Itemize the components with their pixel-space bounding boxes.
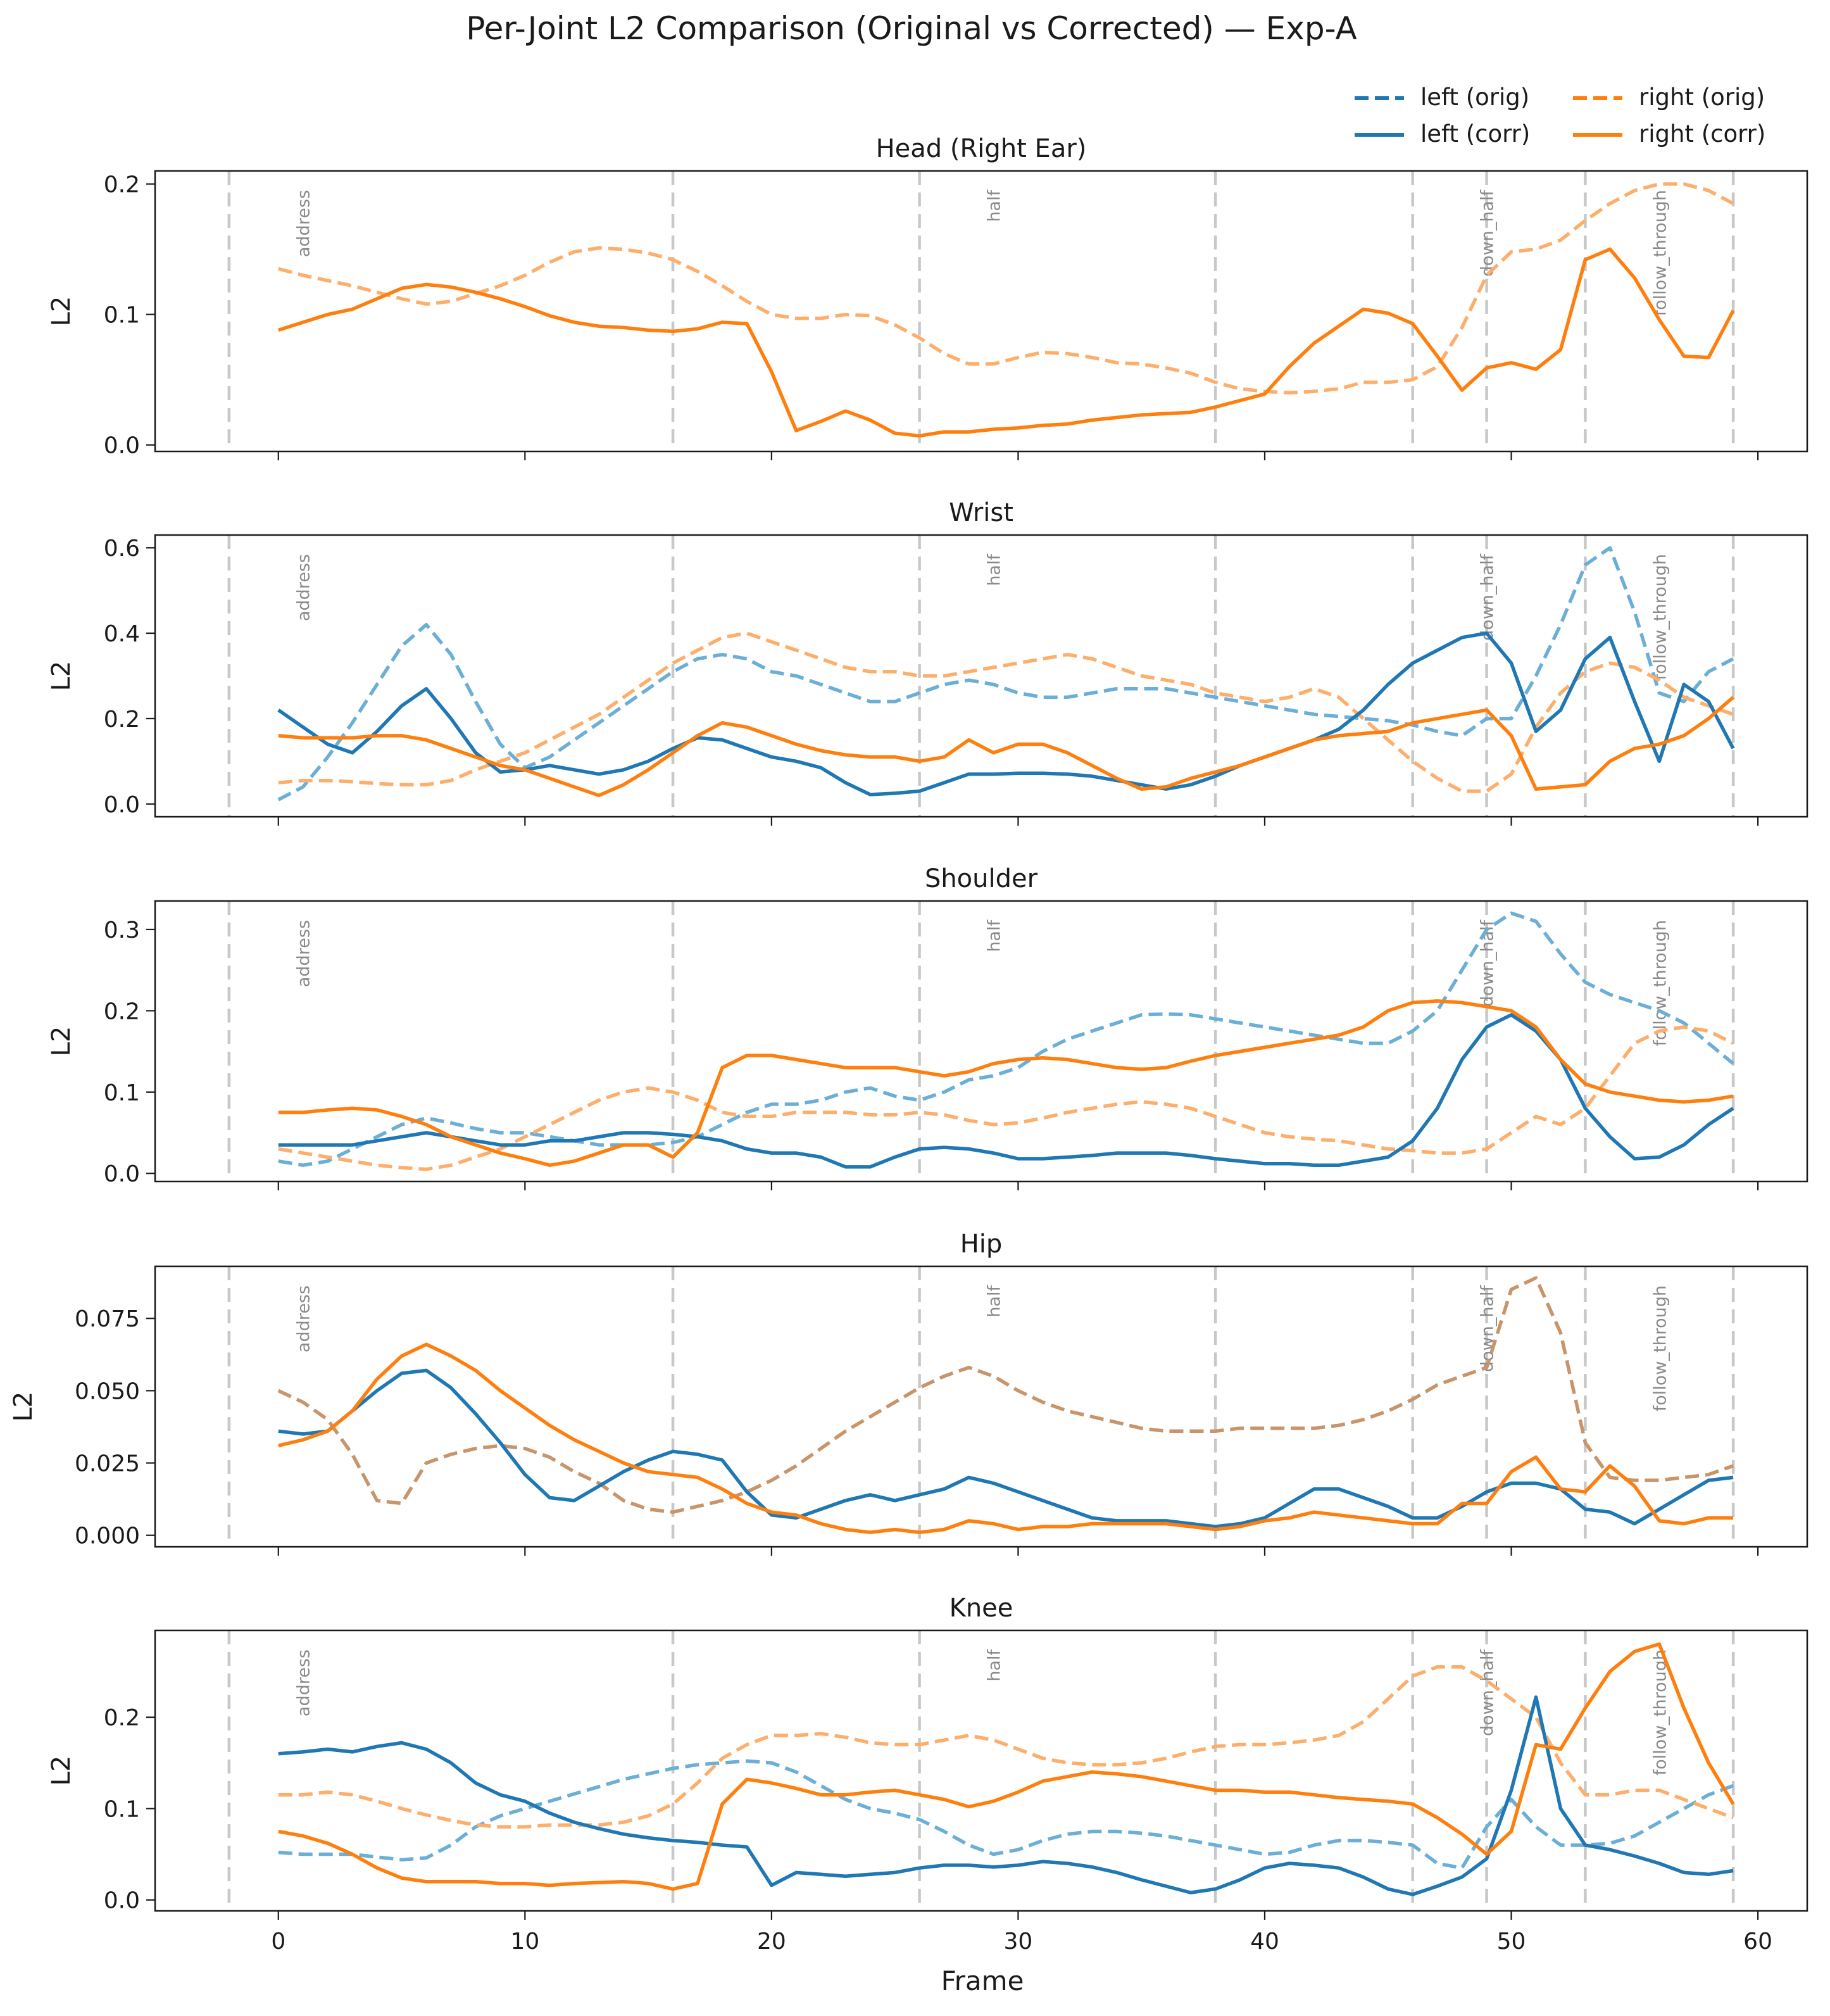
- series-line-left-orig: [278, 1759, 1734, 1870]
- series-line-left-corr: [278, 1368, 1734, 1528]
- phase-label: half: [984, 189, 1004, 222]
- series-line-right-orig: [278, 1025, 1734, 1171]
- phase-label: address: [294, 190, 314, 257]
- x-tick-label: 60: [1743, 1929, 1772, 1955]
- plot-frame: [154, 170, 1808, 453]
- series-line-left-corr: [278, 1013, 1734, 1169]
- plot-frame: [154, 1629, 1808, 1912]
- y-axis-label: L2: [47, 661, 76, 691]
- y-tick-label: 0.0: [104, 1888, 140, 1914]
- y-tick-label: 0.2: [104, 707, 140, 733]
- phase-label: half: [984, 553, 1004, 586]
- legend-label-right-corr: right (corr): [1639, 120, 1765, 148]
- y-tick-label: 0.1: [104, 1080, 140, 1106]
- series-line-right-orig: [278, 182, 1734, 395]
- x-tick-label: 30: [1004, 1929, 1033, 1955]
- y-tick-label: 0.2: [104, 172, 140, 198]
- phase-label: follow_through: [1650, 554, 1670, 680]
- legend-label-left-orig: left (orig): [1420, 84, 1529, 111]
- legend-label-right-orig: right (orig): [1639, 84, 1765, 111]
- series-line-right-orig: [278, 1665, 1734, 1829]
- x-tick-label: 40: [1250, 1929, 1279, 1955]
- phase-label: half: [984, 1649, 1004, 1682]
- x-axis-label: Frame: [941, 1965, 1024, 1996]
- y-axis-label: L2: [47, 1756, 76, 1786]
- series-line-left-corr: [278, 1695, 1734, 1896]
- plot-frame: [154, 900, 1808, 1183]
- panel-title: Shoulder: [925, 864, 1038, 893]
- phase-label: half: [984, 1285, 1004, 1318]
- x-tick-label: 0: [271, 1929, 285, 1955]
- phase-label: follow_through: [1650, 1649, 1670, 1775]
- series-line-right-orig: [278, 631, 1734, 793]
- y-tick-label: 0.0: [104, 792, 140, 818]
- y-tick-label: 0.2: [104, 999, 140, 1024]
- y-tick-label: 0.000: [75, 1523, 140, 1549]
- legend-label-left-corr: left (corr): [1420, 120, 1530, 148]
- series-line-right-corr: [277, 247, 1735, 438]
- panel-hip: Hip L2 address half down_half follow_through 0…: [9, 1230, 1808, 1556]
- series-line-right-corr: [278, 999, 1734, 1168]
- phase-label: follow_through: [1650, 920, 1670, 1046]
- y-axis-label: L2: [47, 296, 76, 327]
- panel-title: Wrist: [949, 498, 1013, 527]
- panel-knee: Knee L2 address half down_half follow_through…: [47, 1594, 1808, 1955]
- y-tick-label: 0.050: [75, 1378, 140, 1404]
- series-line-right-corr: [278, 696, 1734, 798]
- chart-title: Per-Joint L2 Comparison (Original vs Cor…: [466, 10, 1357, 47]
- plot-frame: [154, 1265, 1808, 1548]
- series-line-right-corr: [278, 1342, 1734, 1534]
- y-tick-label: 0.075: [75, 1306, 140, 1332]
- phase-label: follow_through: [1650, 190, 1670, 316]
- phase-label: down_half: [1478, 189, 1498, 277]
- panel-title: Knee: [949, 1594, 1013, 1623]
- phase-label: half: [984, 919, 1004, 952]
- phase-label: address: [294, 554, 314, 621]
- phase-label: address: [294, 1285, 314, 1352]
- y-tick-label: 0.2: [104, 1705, 140, 1731]
- phase-label: down_half: [1478, 553, 1498, 641]
- series-line-left-orig: [278, 911, 1734, 1168]
- plot-frame: [154, 534, 1808, 818]
- y-axis-label: L2: [9, 1392, 38, 1422]
- x-tick-label: 50: [1497, 1929, 1526, 1955]
- phase-label: address: [294, 920, 314, 987]
- x-tick-label: 10: [510, 1929, 539, 1955]
- series-line-left-orig: [277, 546, 1734, 802]
- legend: left (orig) right (orig) left (corr) rig…: [1355, 84, 1765, 148]
- series-line-right-orig: [277, 1276, 1734, 1514]
- phase-label: follow_through: [1650, 1285, 1670, 1411]
- y-tick-label: 0.1: [104, 1796, 140, 1822]
- y-tick-label: 0.1: [104, 303, 140, 329]
- y-axis-label: L2: [47, 1026, 76, 1057]
- series-line-right-corr: [278, 1642, 1735, 1891]
- panel-title: Head (Right Ear): [876, 134, 1087, 163]
- y-tick-label: 0.0: [104, 1161, 140, 1187]
- panel-title: Hip: [960, 1230, 1003, 1259]
- y-tick-label: 0.0: [104, 433, 140, 459]
- panel-wrist: Wrist L2 address half down_half follow_throug…: [47, 498, 1808, 826]
- panel-head-right-ear: Head (Right Ear) L2 address half down_half fo…: [47, 134, 1808, 460]
- x-tick-label: 20: [757, 1929, 786, 1955]
- y-tick-label: 0.3: [104, 917, 140, 943]
- y-tick-label: 0.6: [104, 536, 140, 562]
- panel-shoulder: Shoulder L2 address half down_half follow_thr…: [47, 864, 1808, 1190]
- phase-label: down_half: [1478, 919, 1498, 1007]
- y-tick-label: 0.4: [104, 621, 140, 647]
- phase-label: down_half: [1478, 1285, 1498, 1373]
- phase-label: address: [294, 1649, 314, 1717]
- phase-label: down_half: [1478, 1649, 1498, 1737]
- y-tick-label: 0.025: [75, 1451, 140, 1477]
